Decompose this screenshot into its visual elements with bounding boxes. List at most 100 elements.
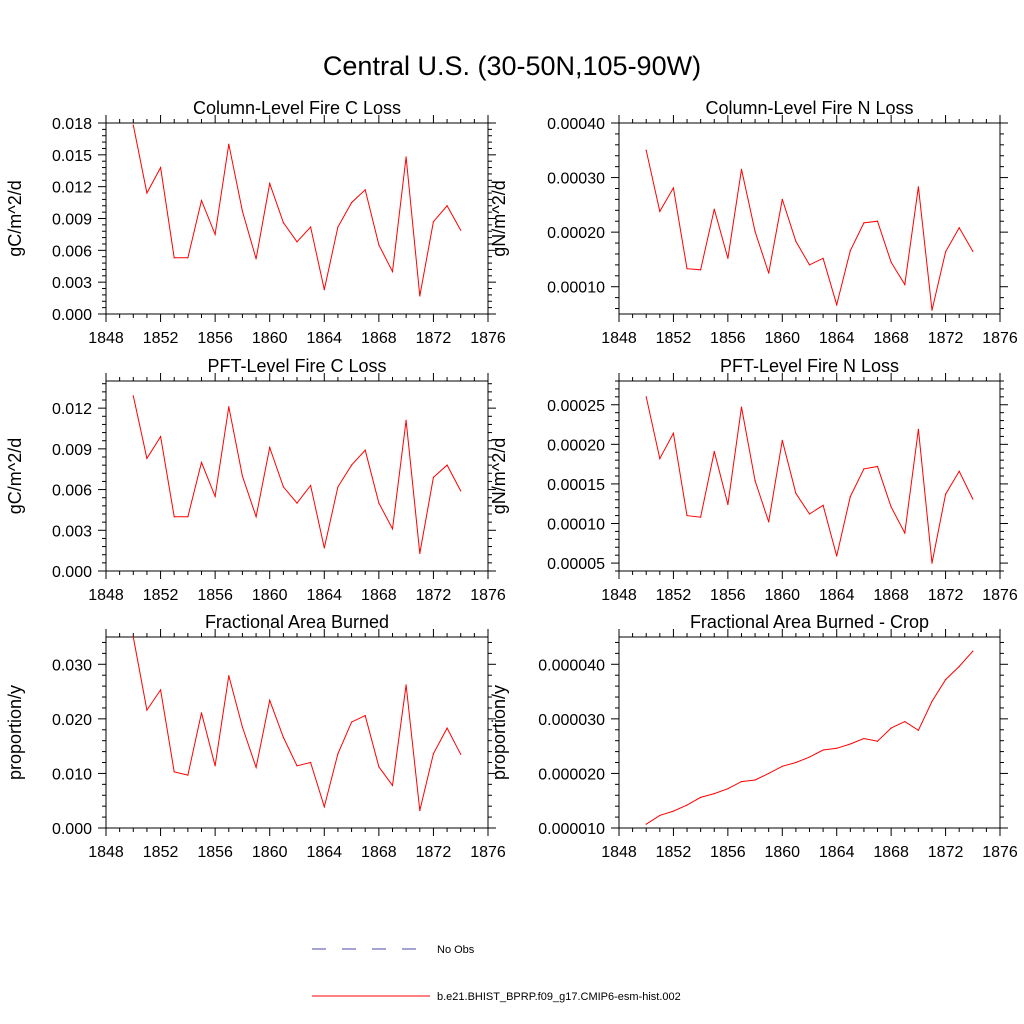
x-tick-label: 1860 — [764, 587, 800, 604]
data-point — [200, 199, 203, 202]
y-tick-label: 0.000 — [52, 821, 92, 838]
panel-6: Fractional Area Burned - Crop 1848 1852 185… — [489, 612, 1018, 861]
data-point — [659, 210, 661, 213]
data-point — [282, 486, 284, 488]
x-tick-label: 1860 — [252, 330, 288, 347]
y-tick-label: 0.00040 — [547, 116, 605, 133]
x-tick-label: 1848 — [601, 844, 637, 861]
x-tick-label: 1876 — [470, 587, 506, 604]
x-tick-label: 1852 — [143, 587, 179, 604]
data-point — [419, 809, 421, 812]
y-tick-label: 0.000030 — [538, 712, 605, 729]
data-point — [337, 753, 339, 755]
data-point — [200, 461, 203, 464]
data-point — [917, 428, 919, 430]
data-point — [310, 226, 312, 228]
data-point — [391, 528, 394, 530]
data-point — [391, 784, 394, 787]
data-point — [159, 436, 162, 438]
y-tick-label: 0.00010 — [547, 280, 605, 297]
x-tick-label: 1872 — [416, 587, 452, 604]
data-point — [849, 250, 851, 252]
plot-frame — [618, 636, 1001, 829]
data-point — [700, 796, 702, 799]
y-axis-label: gN/m^2/d — [489, 180, 509, 256]
x-tick-label: 1856 — [197, 587, 233, 604]
data-point — [754, 230, 756, 233]
data-point — [740, 406, 743, 408]
y-tick-label: 0.012 — [52, 401, 92, 418]
panel-title: PFT-Level Fire C Loss — [207, 356, 386, 376]
y-tick-label: 0.018 — [52, 116, 92, 133]
data-point — [132, 395, 134, 397]
data-point — [768, 772, 770, 775]
x-tick-label: 1872 — [928, 587, 964, 604]
series-line — [645, 150, 974, 311]
x-tick-label: 1852 — [656, 844, 692, 861]
data-point — [132, 124, 134, 126]
x-tick-label: 1872 — [928, 330, 964, 347]
x-tick-label: 1876 — [470, 330, 506, 347]
plot-frame — [618, 122, 1001, 315]
data-point — [972, 650, 974, 652]
data-point — [890, 727, 892, 729]
x-tick-label: 1868 — [361, 844, 397, 861]
x-tick-label: 1876 — [470, 844, 506, 861]
x-tick-label: 1860 — [252, 844, 288, 861]
data-point — [241, 210, 244, 212]
data-point — [645, 149, 647, 151]
data-point — [214, 495, 216, 497]
panels-grid: Column-Level Fire C Loss 1848 1852 1856 1860… — [5, 98, 1018, 861]
data-point — [323, 288, 325, 291]
data-point — [146, 709, 148, 711]
legend: No Obs b.e21.BHIST_BPRP.f09_g17.CMIP6-es… — [312, 944, 681, 1003]
data-point — [159, 166, 162, 169]
data-point — [958, 470, 960, 472]
x-tick-label: 1848 — [88, 844, 124, 861]
x-tick-label: 1868 — [873, 844, 909, 861]
y-tick-label: 0.003 — [52, 523, 92, 540]
panel-title: Column-Level Fire N Loss — [705, 98, 913, 118]
data-point — [132, 636, 134, 638]
series-line — [132, 125, 462, 297]
x-tick-label: 1864 — [306, 587, 342, 604]
data-point — [337, 486, 339, 488]
data-point — [713, 793, 715, 795]
plot-frame — [618, 380, 1001, 572]
data-point — [241, 475, 244, 477]
y-tick-label: 0.00025 — [547, 398, 605, 415]
data-point — [863, 737, 865, 740]
data-point — [944, 251, 947, 253]
data-point — [659, 457, 661, 460]
y-tick-label: 0.000010 — [538, 821, 605, 838]
data-point — [944, 678, 947, 681]
data-point — [686, 514, 688, 517]
panel-title: Fractional Area Burned — [205, 612, 389, 632]
x-tick-label: 1872 — [928, 844, 964, 861]
x-tick-label: 1860 — [252, 587, 288, 604]
data-point — [713, 208, 715, 210]
data-point — [310, 761, 312, 764]
x-tick-label: 1868 — [361, 330, 397, 347]
data-point — [173, 257, 175, 259]
data-point — [836, 555, 838, 557]
data-point — [686, 804, 688, 806]
data-point — [822, 504, 824, 506]
data-point — [822, 749, 824, 751]
data-point — [337, 226, 339, 228]
data-point — [146, 192, 148, 194]
data-point — [460, 490, 462, 492]
data-point — [241, 726, 244, 728]
data-point — [849, 495, 851, 498]
x-tick-label: 1876 — [982, 844, 1018, 861]
y-tick-label: 0.00020 — [547, 437, 605, 454]
data-point — [836, 304, 838, 306]
data-point — [432, 221, 435, 223]
data-point — [446, 205, 448, 207]
x-tick-label: 1852 — [143, 844, 179, 861]
data-point — [659, 814, 661, 817]
y-tick-label: 0.006 — [52, 243, 92, 260]
data-point — [228, 143, 230, 145]
panel-title: PFT-Level Fire N Loss — [720, 356, 899, 376]
